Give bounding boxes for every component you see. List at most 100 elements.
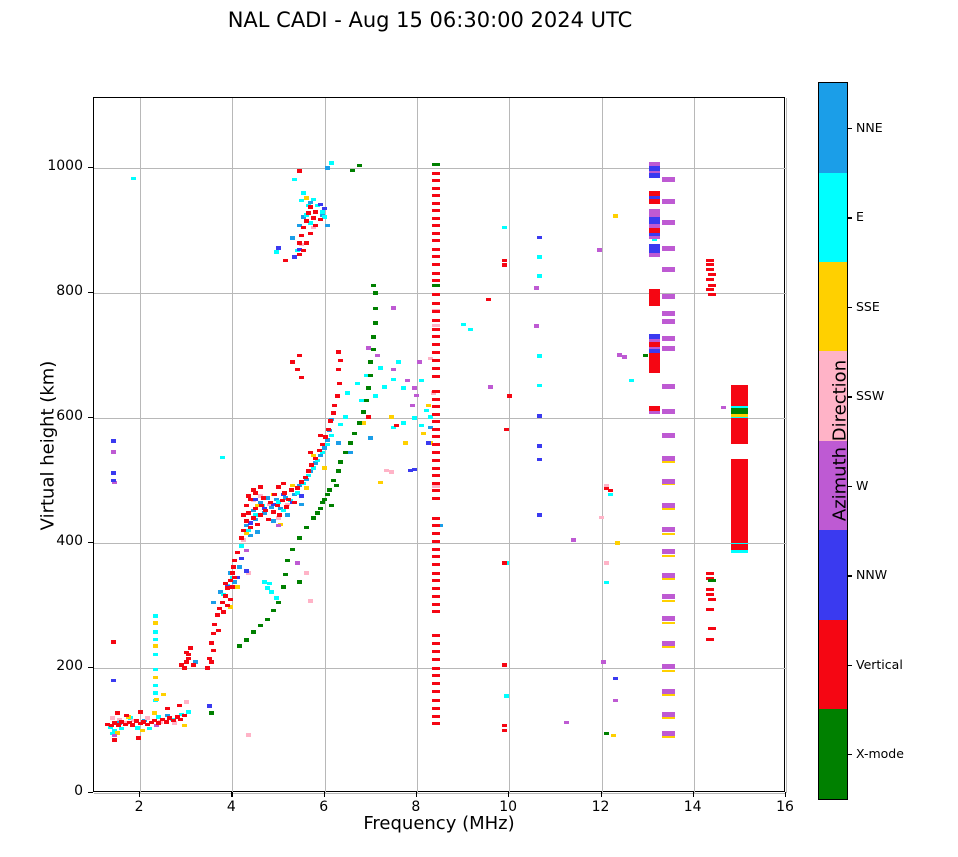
x-tick-label: 14 [683, 799, 702, 815]
data-point-x-mode [338, 460, 344, 464]
data-point-vertical [223, 594, 228, 598]
y-tick-label: 800 [56, 283, 83, 299]
data-point-vertical [731, 507, 749, 514]
data-point-e [262, 580, 268, 584]
data-point-x-mode [347, 441, 353, 445]
colorbar [818, 82, 848, 800]
data-point-w [649, 169, 660, 175]
data-point-w [661, 176, 675, 182]
data-point-nne [250, 508, 256, 513]
data-point-vertical [253, 491, 258, 495]
gridline-y [94, 793, 786, 794]
data-point-vertical [225, 603, 231, 608]
data-point-vertical [296, 241, 302, 245]
data-point-x-mode [209, 711, 215, 715]
data-point-ssw [603, 561, 609, 565]
data-point-vertical [246, 511, 251, 515]
data-point-nnw [649, 244, 660, 250]
data-point-x-mode [336, 469, 341, 473]
data-point-ssw [130, 718, 136, 723]
data-point-e [239, 544, 245, 548]
data-point-vertical [277, 513, 282, 517]
data-point-sse [612, 214, 618, 218]
data-point-sse [661, 507, 675, 510]
data-point-vertical [257, 485, 263, 489]
data-point-sse [322, 466, 328, 470]
data-point-e [152, 691, 158, 695]
data-point-e [303, 213, 309, 217]
data-point-ssw [144, 716, 150, 720]
data-point-vertical [217, 606, 222, 611]
data-point-vertical [502, 663, 508, 667]
data-point-e [152, 614, 158, 618]
data-point-nne [368, 436, 374, 440]
data-point-vertical [432, 547, 441, 551]
data-point-vertical [299, 233, 305, 238]
data-point-x-mode [370, 283, 376, 288]
data-point-vertical [286, 497, 292, 501]
data-point-w [661, 318, 675, 324]
x-tick [323, 792, 325, 797]
data-point-vertical [708, 293, 717, 297]
data-point-w [661, 293, 675, 299]
data-point-nnw [649, 231, 660, 237]
data-point-ssw [308, 599, 314, 603]
data-point-e [502, 225, 508, 230]
colorbar-tick [848, 396, 852, 398]
data-point-vertical [432, 466, 441, 470]
data-point-vertical [432, 610, 441, 614]
data-point-vertical [170, 718, 176, 723]
data-point-vertical [211, 648, 217, 653]
data-point-e [135, 726, 141, 730]
data-point-vertical [301, 225, 307, 230]
data-point-vertical [705, 576, 714, 580]
data-point-vertical [188, 646, 194, 650]
gridline-x [416, 98, 418, 793]
data-point-vertical [432, 450, 441, 454]
data-point-e [186, 710, 192, 714]
data-point-w [534, 286, 540, 290]
data-point-sse [303, 196, 309, 200]
data-point-w [153, 723, 159, 728]
gridline-x [232, 98, 234, 793]
data-point-nne [257, 500, 263, 505]
data-point-e [273, 250, 279, 254]
data-point-sse [661, 693, 675, 696]
data-point-vertical [181, 713, 187, 718]
data-point-vertical [336, 350, 341, 354]
data-point-x-mode [324, 492, 330, 496]
data-point-nnw [239, 556, 245, 561]
data-point-vertical [603, 486, 609, 491]
data-point-e [292, 177, 298, 181]
data-point-vertical [432, 459, 441, 462]
data-point-vertical [432, 375, 441, 379]
data-point-vertical [312, 223, 318, 228]
data-point-nnw [299, 494, 305, 498]
data-point-x-mode [271, 608, 277, 613]
data-point-vertical [432, 216, 441, 220]
data-point-x-mode [315, 511, 321, 515]
data-point-vertical [649, 300, 660, 306]
data-point-vertical [432, 641, 441, 645]
data-point-x-mode [708, 579, 717, 582]
data-point-vertical [432, 524, 441, 527]
data-point-vertical [731, 470, 749, 476]
data-point-vertical [258, 503, 264, 508]
data-point-nnw [206, 704, 212, 708]
data-point-ssw [276, 516, 281, 520]
data-point-e [308, 221, 314, 225]
data-point-sse [153, 697, 159, 701]
data-point-e [310, 466, 316, 470]
data-point-nnw [649, 219, 660, 225]
data-point-vertical [323, 435, 329, 439]
data-point-vertical [234, 550, 240, 555]
data-point-nnw [412, 467, 418, 471]
data-point-vertical [432, 335, 441, 339]
data-point-ssw [241, 538, 247, 542]
data-point-vertical [167, 716, 173, 720]
data-point-vertical [432, 319, 441, 322]
data-point-vertical [393, 423, 399, 428]
data-point-vertical [432, 255, 441, 259]
data-point-sse [661, 646, 675, 649]
data-point-e [306, 473, 311, 478]
